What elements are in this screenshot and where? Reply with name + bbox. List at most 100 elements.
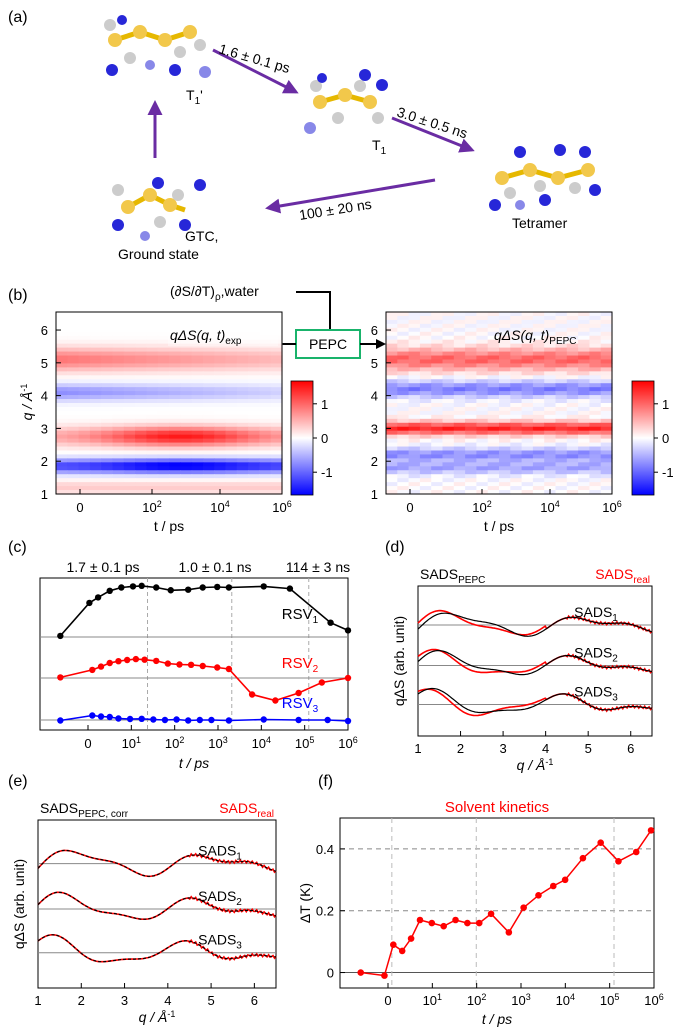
heatmap-exp-cell: [123, 446, 136, 452]
heatmap-exp-cell: [236, 331, 249, 337]
heatmap-pepc-cell: [532, 446, 545, 452]
heatmap-pepc-cell: [510, 379, 523, 384]
heatmap-exp-cell: [214, 391, 227, 396]
solvent-point: [357, 969, 365, 976]
heatmap-exp-cell: [225, 323, 238, 329]
heatmap-exp-cell: [259, 343, 272, 349]
heatmap-exp-cell: [78, 458, 91, 463]
heatmap-exp-cell: [78, 454, 91, 459]
panel-e-xtick-label: 4: [164, 993, 171, 1008]
heatmap-exp-cell: [225, 395, 238, 400]
heatmap-exp-cell: [259, 312, 272, 317]
heatmap-exp-cell: [146, 426, 159, 432]
heatmap-pepc-cell: [578, 343, 590, 349]
heatmap-pepc-cell: [521, 446, 534, 452]
heatmap-pepc-cell: [431, 442, 444, 448]
rsv-point: [184, 586, 192, 593]
heatmap-exp-cell: [123, 458, 136, 463]
heatmap-pepc-cell: [589, 312, 602, 317]
heatmap-exp-cell: [89, 323, 102, 329]
heatmap-pepc-cell: [386, 375, 398, 380]
heatmap-exp-cell: [180, 383, 193, 388]
heatmap-exp-cell: [78, 319, 91, 325]
heatmap-exp-cell: [225, 391, 238, 396]
heatmap-exp-cell: [236, 450, 249, 456]
heatmap-pepc-cell: [600, 399, 613, 404]
heatmap-pepc-cell: [419, 430, 432, 436]
heatmap-exp-cell: [146, 403, 159, 408]
heatmap-pepc-cell: [386, 490, 398, 495]
heatmap-pepc-cell: [566, 438, 579, 444]
heatmap-pepc-cell: [465, 339, 477, 345]
heatmap-pepc-cell: [532, 410, 545, 416]
heatmap-exp-cell: [101, 395, 114, 400]
heatmap-exp-cell: [78, 414, 91, 420]
heatmap-exp-cell: [123, 430, 136, 436]
heatmap-exp-title: qΔS(q, t)exp: [170, 327, 242, 347]
heatmap-pepc-cell: [487, 462, 500, 467]
heatmap-exp-cell: [89, 403, 102, 408]
heatmap-exp-cell: [180, 462, 193, 467]
heatmap-pepc-cell: [499, 462, 511, 467]
heatmap-pepc-cell: [431, 462, 444, 467]
heatmap-pepc-cell: [589, 339, 602, 345]
heatmap-pepc-cell: [453, 474, 466, 479]
heatmap-pepc-cell: [465, 399, 477, 404]
heatmap-pepc-cell: [408, 403, 421, 408]
rsv-timeconstant-label: 1.0 ± 0.1 ns: [178, 559, 251, 575]
heatmap-pepc-cell: [566, 426, 579, 432]
heatmap-pepc-cell: [465, 466, 477, 471]
heatmap-pepc-cell: [487, 371, 500, 376]
heatmap-pepc-cell: [476, 470, 489, 475]
heatmap-exp-cell: [236, 410, 249, 416]
heatmap-exp-cell: [146, 355, 159, 361]
heatmap-exp-cell: [202, 434, 215, 440]
heatmap-exp-cell: [135, 323, 147, 329]
heatmap-pepc-cell: [408, 335, 421, 341]
panel-d-xtick-label: 4: [542, 741, 549, 756]
heatmap-pepc-cell: [476, 359, 489, 365]
heatmap-exp-cell: [123, 339, 136, 345]
heatmap-exp-cell: [214, 399, 227, 404]
heatmap-pepc-cell: [465, 410, 477, 416]
heatmap-exp-cell: [248, 399, 260, 404]
heatmap-pepc-cell: [499, 470, 511, 475]
heatmap-exp-cell: [191, 347, 204, 353]
heatmap-pepc-cell: [386, 347, 398, 353]
heatmap-pepc-cell: [419, 478, 432, 483]
heatmap-pepc-cell: [578, 363, 590, 368]
heatmap-exp-cell: [78, 327, 91, 333]
heatmap-exp-cell: [78, 335, 91, 341]
heatmap-exp-cell: [236, 335, 249, 341]
heatmap-exp-cell: [225, 403, 238, 408]
heatmap-exp-cell: [180, 335, 193, 341]
heatmap-exp-cell: [214, 414, 227, 420]
heatmap-pepc-cell: [487, 395, 500, 400]
heatmap-pepc-cell: [397, 351, 410, 357]
heatmap-exp-cell: [225, 335, 238, 341]
heatmap-exp-cell: [135, 470, 147, 475]
heatmap-pepc-cell: [465, 347, 477, 353]
heatmap-exp-cell: [89, 395, 102, 400]
heatmap-exp-cell: [78, 359, 91, 365]
heatmap-exp-cell: [180, 442, 193, 448]
heatmap-pepc-cell: [386, 482, 398, 487]
heatmap-pepc-cell: [589, 414, 602, 420]
heatmap-exp-cell: [202, 466, 215, 471]
heatmap-pepc-cell: [476, 410, 489, 416]
heatmap-exp-cell: [248, 371, 260, 376]
heatmap-pepc-cell: [600, 327, 613, 333]
heatmap-exp-cell: [259, 486, 272, 491]
heatmap-exp-cell: [191, 391, 204, 396]
heatmap-exp-cell: [270, 450, 283, 456]
heatmap-pepc-cell: [442, 418, 455, 424]
heatmap-exp-cell: [259, 319, 272, 325]
heatmap-exp-cell: [135, 315, 147, 321]
heatmap-exp-cell: [112, 395, 125, 400]
heatmap-pepc-cell: [408, 323, 421, 329]
heatmap-pepc-cell: [600, 339, 613, 345]
heatmap-exp-cell: [78, 351, 91, 357]
heatmap-exp-cell: [112, 391, 125, 396]
heatmap-pepc-cell: [465, 442, 477, 448]
heatmap-pepc-cell: [397, 450, 410, 456]
